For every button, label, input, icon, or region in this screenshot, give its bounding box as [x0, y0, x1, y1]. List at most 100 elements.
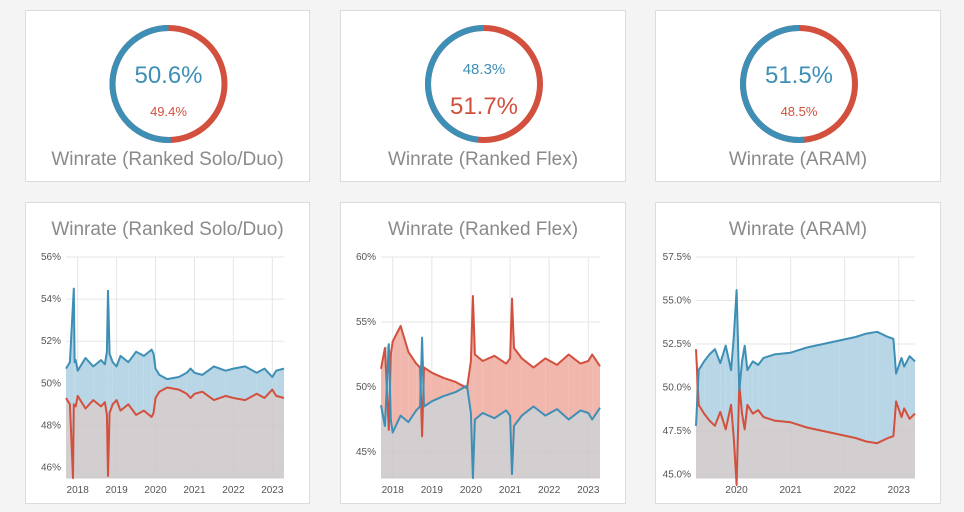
series-line-red [695, 349, 916, 486]
series-line-red [380, 295, 601, 438]
x-tick-label: 2020 [460, 485, 483, 496]
chart-title-aram: Winrate (ARAM) [728, 219, 868, 240]
donut-solo: 50.6% 49.4% [109, 25, 228, 143]
donut-card-solo: 50.6% 49.4% Winrate (Ranked Solo/Duo) [25, 10, 310, 182]
area-band-segment [264, 368, 269, 399]
area-band-segment [104, 351, 107, 415]
area-band-segment [568, 354, 581, 420]
x-tick-label: 2020 [144, 485, 167, 496]
area-band-segment [763, 354, 775, 421]
x-tick-label: 2021 [183, 485, 206, 496]
area-band-segment [556, 354, 569, 420]
area-band-segment [276, 368, 284, 399]
y-tick-label: 55% [356, 317, 376, 328]
y-tick-label: 57.5% [663, 252, 691, 263]
x-tick-label: 2019 [105, 485, 128, 496]
area-band-segment [408, 351, 417, 423]
series-line-red [65, 386, 285, 479]
y-tick-label: 56% [41, 252, 61, 263]
area-band-segment [167, 376, 179, 390]
area-band-segment [443, 377, 456, 397]
chart-title-flex: Winrate (Ranked Flex) [387, 219, 579, 240]
y-tick-label: 50% [356, 382, 376, 393]
area-band-segment [698, 361, 705, 414]
area-band-segment [758, 357, 764, 418]
donut-flex: 48.3% 51.7% [425, 25, 543, 143]
series-line-blue [695, 289, 916, 426]
x-tick-label: 2023 [577, 485, 600, 496]
area-band-segment [178, 372, 187, 394]
x-tick-label: 2018 [67, 485, 90, 496]
chart-card-flex: Winrate (Ranked Flex) 45% 50% 55% 60% 2018 20… [340, 202, 626, 504]
y-tick-label: 55.0% [663, 296, 691, 307]
area-band-segment [887, 337, 894, 438]
winrate-chart-flex: 45% 50% 55% 60% 2018 2019 2020 2021 2022 2023 [356, 252, 601, 496]
area-band-segment [400, 325, 409, 423]
donut-label-blue: 50.6% [134, 62, 202, 89]
donut-slice-blue [109, 25, 228, 143]
area-band-segment [112, 362, 117, 405]
area-band-segment [66, 362, 70, 405]
area-band-segment [256, 368, 265, 399]
area-band-segment [823, 340, 840, 435]
area-band-segment [155, 368, 160, 399]
area-band-segment [93, 360, 102, 407]
area-band-segment [731, 335, 734, 440]
donut-aram: 51.5% 48.5% [740, 25, 858, 143]
area-bottom-fill [66, 387, 284, 478]
area-band-segment [128, 351, 137, 415]
chart-card-solo: Winrate (Ranked Solo/Duo) 46% 48% 50% 52% 54… [25, 202, 310, 504]
area-band-segment [901, 357, 905, 418]
area-band-segment [74, 360, 76, 407]
area-band-segment [143, 349, 152, 417]
area-band-segment [194, 372, 203, 394]
x-tick-label: 2022 [834, 485, 857, 496]
x-tick-label: 2023 [888, 485, 911, 496]
area-band-segment [545, 358, 557, 416]
area-band-segment [213, 366, 226, 401]
donut-title-solo: Winrate (Ranked Solo/Duo) [51, 149, 284, 170]
area-band-segment [482, 355, 495, 419]
area-band-segment [513, 348, 522, 426]
area-bottom-fill [696, 391, 915, 485]
donut-label-red: 51.7% [450, 93, 518, 120]
area-bottom-fill [381, 388, 600, 478]
area-band-segment [151, 349, 154, 417]
area-band-segment [806, 344, 824, 432]
winrate-chart-aram: 45.0% 47.5% 50.0% 52.5% 55.0% 57.5% 2020 2021 20… [663, 252, 916, 496]
area-band-segment [202, 366, 214, 401]
y-tick-label: 52.5% [663, 339, 691, 350]
area-band-segment [521, 358, 534, 416]
area-band-segment [392, 325, 401, 433]
x-tick-label: 2020 [725, 485, 748, 496]
area-band-segment [506, 358, 511, 416]
x-tick-label: 2021 [780, 485, 803, 496]
area-band-segment [774, 352, 791, 423]
area-band-segment [866, 331, 878, 444]
area-band-segment [424, 367, 432, 407]
area-band-segment [839, 337, 856, 438]
y-tick-label: 60% [356, 252, 376, 263]
area-band-segment [877, 331, 888, 444]
area-band-segment [494, 355, 507, 419]
winrate-chart-solo: 46% 48% 50% 52% 54% 56% 2018 2019 2020 2021 2022 20… [41, 252, 285, 496]
donut-label-blue: 51.5% [765, 62, 833, 89]
area-band-segment [714, 349, 721, 426]
x-tick-label: 2023 [261, 485, 284, 496]
area-band-segment [747, 361, 753, 414]
area-band-segment [720, 345, 726, 430]
area-band-segment [431, 372, 444, 402]
area-band-segment [580, 361, 589, 413]
series-line-blue [65, 287, 285, 381]
area-band-segment [101, 360, 105, 407]
area-band-segment [893, 338, 897, 437]
donut-label-red: 48.5% [781, 104, 818, 119]
x-tick-label: 2022 [222, 485, 245, 496]
area-band-segment [245, 366, 257, 401]
donut-label-blue: 48.3% [463, 61, 506, 78]
x-tick-label: 2021 [499, 485, 522, 496]
y-tick-label: 50.0% [663, 383, 691, 394]
area-band-segment [855, 333, 867, 442]
area-band-segment [752, 361, 759, 414]
donut-label-red: 49.4% [150, 104, 187, 119]
